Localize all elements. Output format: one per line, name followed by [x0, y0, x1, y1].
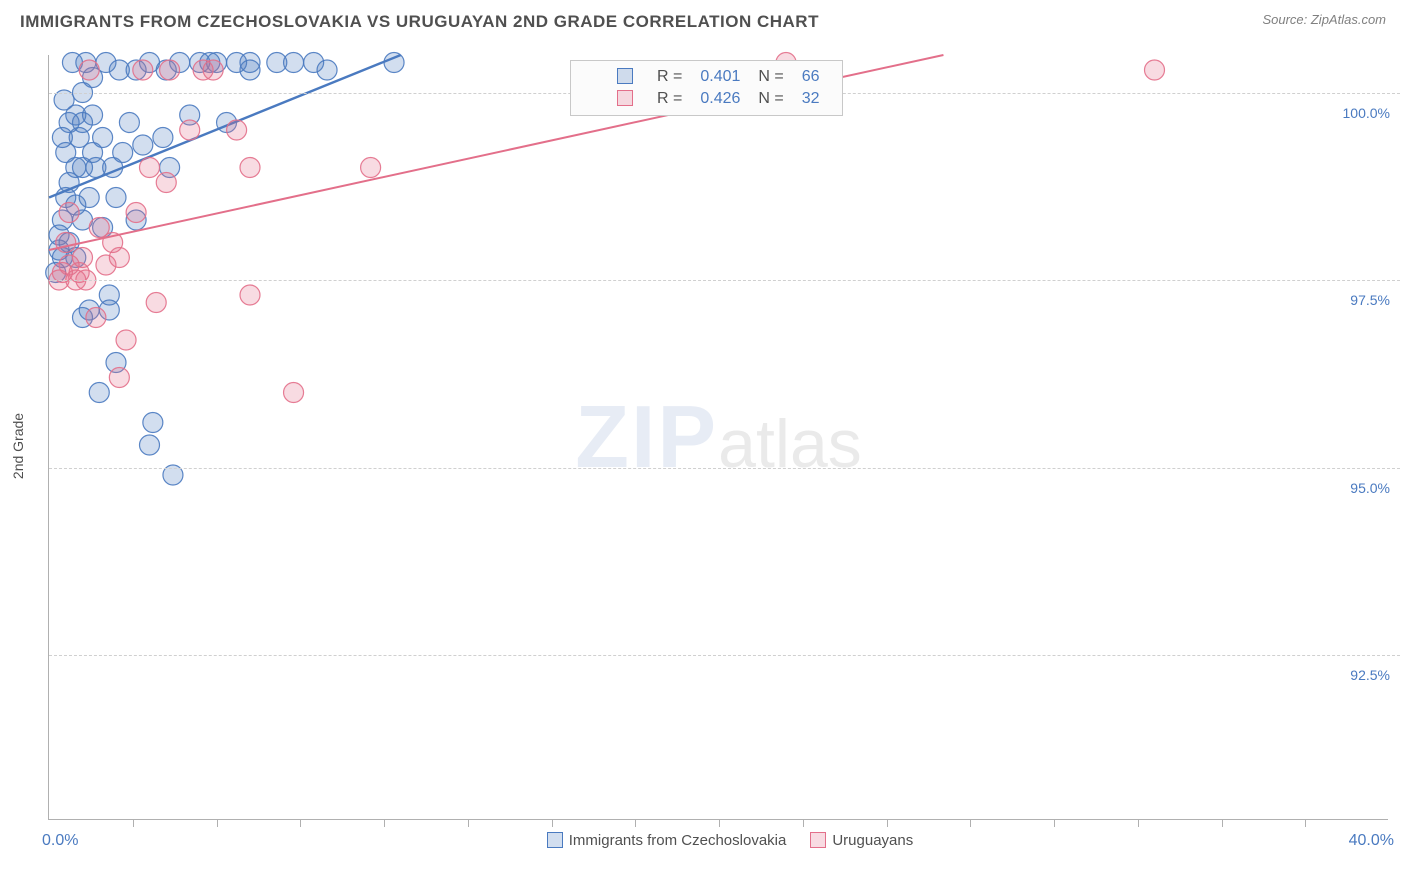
data-point-czech	[79, 188, 99, 208]
data-point-czech	[240, 53, 260, 73]
data-point-uruguay	[156, 173, 176, 193]
x-tick	[384, 819, 385, 827]
data-point-czech	[106, 188, 126, 208]
legend-n-label: N =	[750, 89, 791, 109]
source-attribution: Source: ZipAtlas.com	[1262, 12, 1386, 27]
data-point-czech	[99, 285, 119, 305]
data-point-uruguay	[109, 368, 129, 388]
data-point-uruguay	[1145, 60, 1165, 80]
plot-svg	[49, 55, 1389, 820]
data-point-czech	[384, 53, 404, 73]
gridline	[49, 655, 1400, 656]
data-point-uruguay	[109, 248, 129, 268]
data-point-uruguay	[56, 233, 76, 253]
gridline	[49, 468, 1400, 469]
x-tick	[887, 819, 888, 827]
data-point-uruguay	[203, 60, 223, 80]
x-tick	[970, 819, 971, 827]
data-point-uruguay	[126, 203, 146, 223]
y-tick-label: 100.0%	[1343, 105, 1390, 121]
correlation-legend: R =0.401N =66 R =0.426N =32	[570, 60, 843, 116]
bottom-legend: Immigrants from Czechoslovakia Uruguayans	[48, 832, 1388, 850]
legend-n-value-uruguay: 32	[794, 89, 828, 109]
legend-r-value-czech: 0.401	[692, 67, 748, 87]
data-point-uruguay	[240, 158, 260, 178]
data-point-czech	[93, 128, 113, 148]
data-point-uruguay	[116, 330, 136, 350]
data-point-czech	[89, 383, 109, 403]
gridline	[49, 280, 1400, 281]
data-point-uruguay	[59, 203, 79, 223]
data-point-uruguay	[240, 285, 260, 305]
legend-n-label: N =	[750, 67, 791, 87]
y-axis-label: 2nd Grade	[10, 413, 26, 479]
data-point-czech	[119, 113, 139, 133]
data-point-czech	[317, 60, 337, 80]
x-tick	[217, 819, 218, 827]
legend-n-value-czech: 66	[794, 67, 828, 87]
data-point-uruguay	[361, 158, 381, 178]
x-tick	[1305, 819, 1306, 827]
x-tick	[1222, 819, 1223, 827]
data-point-uruguay	[180, 120, 200, 140]
data-point-czech	[113, 143, 133, 163]
legend-r-value-uruguay: 0.426	[692, 89, 748, 109]
x-tick	[468, 819, 469, 827]
legend-r-label: R =	[649, 89, 690, 109]
bottom-legend-label-czech: Immigrants from Czechoslovakia	[569, 832, 787, 849]
data-point-czech	[140, 435, 160, 455]
data-point-uruguay	[160, 60, 180, 80]
x-tick	[719, 819, 720, 827]
data-point-uruguay	[133, 60, 153, 80]
data-point-czech	[143, 413, 163, 433]
x-tick	[552, 819, 553, 827]
legend-swatch-czech	[617, 68, 633, 84]
data-point-czech	[133, 135, 153, 155]
y-tick-label: 92.5%	[1350, 667, 1390, 683]
data-point-uruguay	[86, 308, 106, 328]
y-tick-label: 95.0%	[1350, 480, 1390, 496]
data-point-uruguay	[227, 120, 247, 140]
data-point-uruguay	[146, 293, 166, 313]
x-tick	[1138, 819, 1139, 827]
data-point-uruguay	[73, 248, 93, 268]
bottom-legend-label-uruguay: Uruguayans	[832, 832, 913, 849]
scatter-plot-area: ZIPatlas 92.5%95.0%97.5%100.0%	[48, 55, 1388, 820]
x-tick	[133, 819, 134, 827]
x-tick	[635, 819, 636, 827]
data-point-czech	[153, 128, 173, 148]
data-point-czech	[284, 53, 304, 73]
x-tick	[300, 819, 301, 827]
legend-r-label: R =	[649, 67, 690, 87]
x-tick	[803, 819, 804, 827]
x-axis-max-label: 40.0%	[1349, 832, 1394, 850]
y-tick-label: 97.5%	[1350, 292, 1390, 308]
bottom-legend-swatch-uruguay	[810, 832, 826, 848]
x-tick	[1054, 819, 1055, 827]
bottom-legend-swatch-czech	[547, 832, 563, 848]
chart-title: IMMIGRANTS FROM CZECHOSLOVAKIA VS URUGUA…	[20, 12, 819, 32]
legend-swatch-uruguay	[617, 90, 633, 106]
data-point-uruguay	[284, 383, 304, 403]
data-point-uruguay	[140, 158, 160, 178]
data-point-uruguay	[79, 60, 99, 80]
data-point-czech	[83, 105, 103, 125]
